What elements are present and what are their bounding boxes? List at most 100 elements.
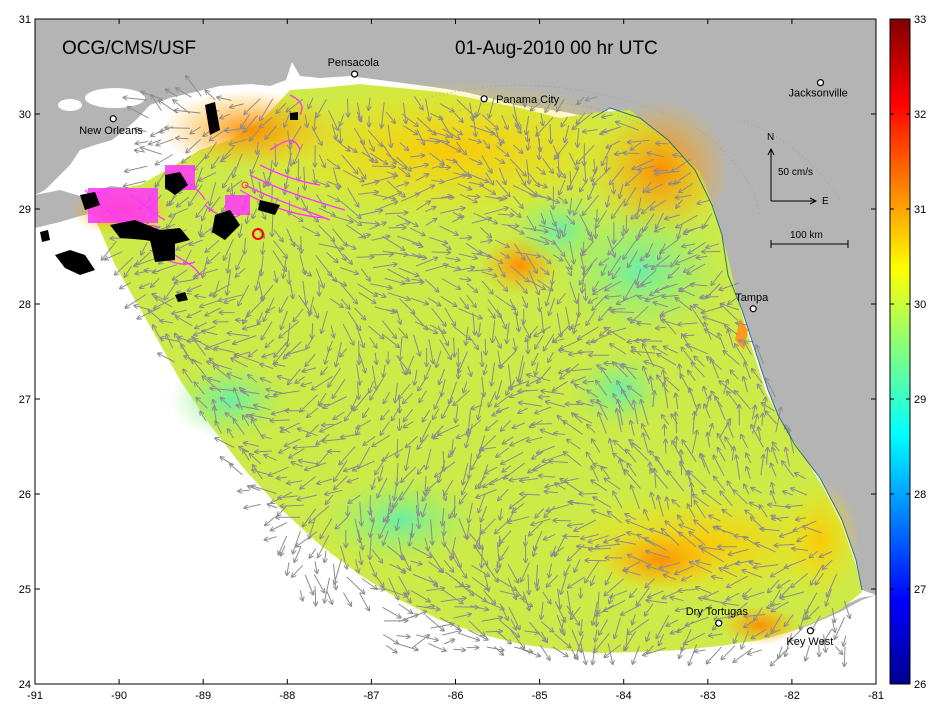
- current-vector: [317, 99, 327, 117]
- current-vector: [628, 250, 639, 268]
- current-vector: [272, 250, 286, 271]
- current-vector: [358, 291, 376, 303]
- current-vector: [425, 99, 430, 121]
- current-vector: [315, 268, 324, 288]
- current-vector: [341, 154, 358, 174]
- current-vector: [466, 283, 477, 293]
- current-vector: [431, 307, 446, 326]
- current-vector: [654, 303, 669, 308]
- current-vector: [331, 240, 345, 260]
- current-vector: [535, 362, 539, 376]
- current-vector: [613, 266, 622, 279]
- current-vector: [583, 130, 598, 132]
- current-vector: [574, 198, 583, 215]
- x-tick-label: -84: [616, 690, 632, 702]
- current-vector: [736, 323, 748, 325]
- current-vector: [195, 268, 219, 276]
- current-vector: [580, 263, 593, 284]
- current-vector: [513, 243, 524, 260]
- current-vector: [605, 296, 622, 297]
- current-vector: [265, 125, 277, 139]
- current-vector: [602, 264, 608, 275]
- current-vector: [342, 323, 354, 345]
- city-marker: [350, 70, 359, 78]
- current-vector: [313, 129, 322, 145]
- current-vector: [384, 391, 391, 403]
- current-vector: [586, 310, 596, 325]
- current-vector: [495, 179, 510, 196]
- current-vector: [228, 179, 243, 191]
- colorbar-tick-label: 29: [914, 394, 926, 406]
- current-vector: [577, 112, 586, 124]
- current-vector: [243, 323, 262, 329]
- current-vector: [429, 236, 447, 243]
- current-vector: [348, 98, 349, 117]
- current-vector: [356, 111, 361, 122]
- current-vector: [610, 344, 627, 355]
- current-vector: [326, 252, 338, 263]
- current-vector: [478, 393, 484, 419]
- current-vector: [369, 223, 386, 230]
- x-tick-label: -91: [27, 690, 43, 702]
- current-vector: [445, 258, 460, 260]
- current-vector: [652, 254, 671, 269]
- sst-cool-west: [320, 475, 480, 565]
- current-vector: [199, 171, 217, 180]
- current-vector: [597, 208, 598, 222]
- current-vector: [607, 195, 609, 207]
- current-vector: [648, 153, 665, 158]
- current-vector: [453, 390, 470, 405]
- current-vector: [537, 366, 552, 383]
- current-vector: [610, 166, 625, 185]
- current-vector: [487, 308, 495, 318]
- current-vector: [136, 142, 148, 144]
- current-vector: [386, 310, 396, 313]
- current-vector: [624, 279, 637, 300]
- y-tick-label: 27: [19, 394, 31, 406]
- y-tick-label: 26: [19, 489, 31, 501]
- current-vector: [541, 255, 551, 263]
- current-vector: [206, 91, 216, 100]
- current-vector: [459, 279, 471, 280]
- current-vector: [369, 381, 374, 392]
- current-vector: [596, 381, 608, 396]
- current-vector: [612, 198, 627, 219]
- current-vector: [353, 127, 364, 144]
- current-vector: [585, 228, 593, 241]
- current-vector: [425, 207, 435, 212]
- current-vector: [177, 196, 190, 207]
- current-vector: [639, 226, 649, 237]
- current-vector: [342, 169, 364, 181]
- current-vector: [371, 236, 390, 241]
- current-vector: [193, 360, 207, 377]
- current-vector: [412, 523, 413, 537]
- current-vector: [711, 270, 723, 285]
- current-vector: [688, 371, 696, 382]
- current-vector: [248, 375, 258, 383]
- current-vector: [673, 155, 684, 157]
- current-vector: [500, 252, 510, 258]
- current-vector: [619, 183, 624, 198]
- current-vector: [304, 166, 305, 189]
- current-vector: [354, 307, 366, 320]
- current-vector: [397, 235, 421, 245]
- current-vector: [260, 116, 273, 127]
- current-vector: [236, 267, 246, 276]
- current-vector: [125, 294, 147, 308]
- current-vector: [418, 379, 426, 390]
- current-vector: [236, 254, 244, 270]
- compass-east: E: [822, 196, 829, 207]
- current-vector: [578, 326, 599, 339]
- current-vector: [125, 265, 132, 277]
- current-vector: [473, 114, 475, 136]
- current-vector: [458, 253, 477, 258]
- current-vector: [541, 113, 543, 125]
- current-vector: [558, 152, 559, 177]
- current-vector: [565, 266, 571, 275]
- current-vector: [115, 256, 134, 275]
- current-vector: [195, 296, 207, 298]
- current-vector: [429, 137, 448, 142]
- current-vector: [315, 194, 325, 208]
- current-vector: [190, 126, 201, 134]
